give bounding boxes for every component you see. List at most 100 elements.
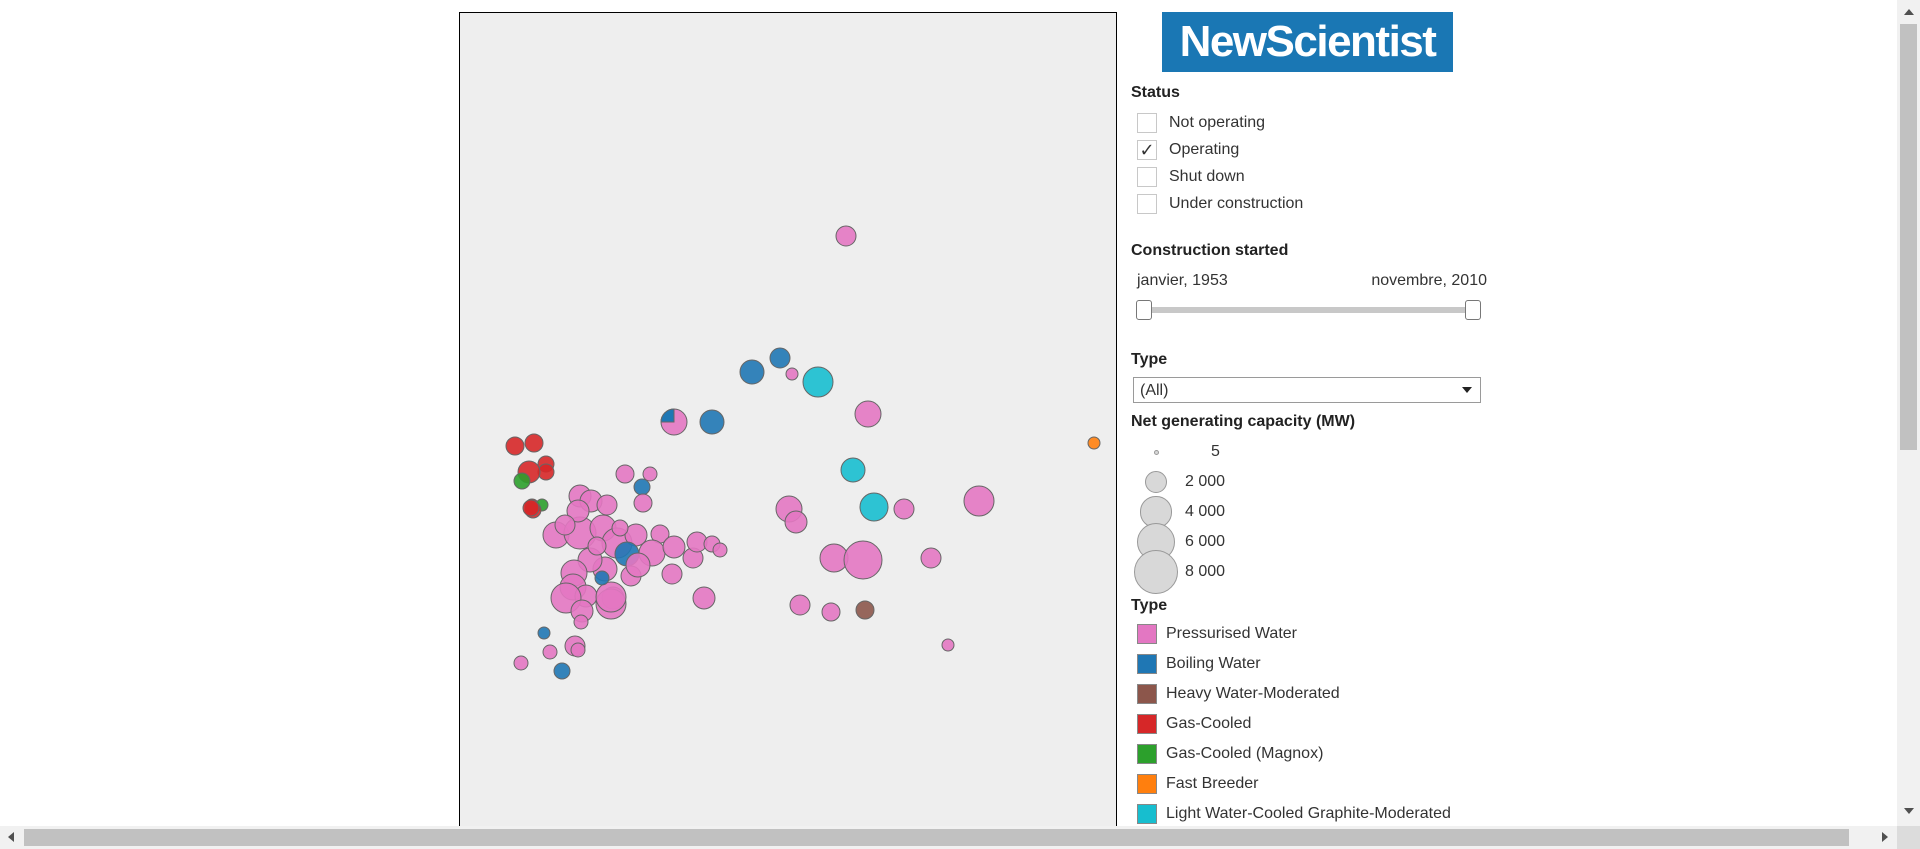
status-option[interactable]: Not operating xyxy=(1137,111,1265,135)
construction-slider-track[interactable] xyxy=(1143,307,1473,313)
capacity-title: Net generating capacity (MW) xyxy=(1131,413,1356,430)
reactor-bubble[interactable] xyxy=(662,535,686,559)
reactor-bubble[interactable] xyxy=(835,225,857,247)
horizontal-scrollbar[interactable] xyxy=(0,826,1897,849)
reactor-bubble[interactable] xyxy=(537,626,551,640)
reactor-bubble[interactable] xyxy=(712,542,728,558)
scroll-up-icon[interactable] xyxy=(1904,9,1914,15)
status-option-label: Shut down xyxy=(1169,168,1245,185)
chevron-down-icon xyxy=(1462,387,1472,393)
reactor-bubble[interactable] xyxy=(587,536,607,556)
scroll-left-icon[interactable] xyxy=(8,832,14,842)
reactor-bubble[interactable] xyxy=(893,498,915,520)
scroll-down-icon[interactable] xyxy=(1904,808,1914,814)
type-swatch xyxy=(1137,804,1157,824)
reactor-bubble[interactable] xyxy=(859,492,889,522)
reactor-bubble[interactable] xyxy=(573,614,589,630)
scrollbar-corner xyxy=(1897,826,1920,849)
capacity-size-label: 6 000 xyxy=(1185,533,1226,550)
status-checkbox[interactable] xyxy=(1137,194,1157,214)
reactor-bubble[interactable] xyxy=(642,466,658,482)
reactor-bubble[interactable] xyxy=(633,478,651,496)
reactor-bubble[interactable] xyxy=(633,493,653,513)
reactor-bubble[interactable] xyxy=(920,547,942,569)
type-filter-title: Type xyxy=(1131,351,1168,368)
reactor-bubble[interactable] xyxy=(843,540,883,580)
reactor-bubbles[interactable] xyxy=(460,13,1116,839)
type-legend-item[interactable]: Boiling Water xyxy=(1137,652,1261,676)
scroll-right-icon[interactable] xyxy=(1882,832,1888,842)
status-option-label: Not operating xyxy=(1169,114,1266,131)
status-option[interactable]: Under construction xyxy=(1137,192,1303,216)
reactor-bubble[interactable] xyxy=(595,581,627,613)
slider-start-handle[interactable] xyxy=(1136,300,1152,320)
reactor-bubble[interactable] xyxy=(1087,436,1101,450)
capacity-size-circle xyxy=(1134,550,1178,594)
type-select[interactable]: (All) xyxy=(1133,377,1481,403)
horizontal-scroll-thumb[interactable] xyxy=(24,829,1849,846)
reactor-map[interactable] xyxy=(459,12,1117,838)
status-option-label: Under construction xyxy=(1169,195,1304,212)
reactor-bubble[interactable] xyxy=(625,552,651,578)
status-title: Status xyxy=(1131,84,1180,101)
reactor-bubble[interactable] xyxy=(542,644,558,660)
type-legend-item[interactable]: Pressurised Water xyxy=(1137,622,1297,646)
reactor-bubble[interactable] xyxy=(615,464,635,484)
status-checkbox[interactable] xyxy=(1137,167,1157,187)
reactor-bubble[interactable] xyxy=(611,519,629,537)
capacity-size-circle xyxy=(1153,449,1159,455)
reactor-bubble[interactable] xyxy=(553,662,571,680)
type-legend-item[interactable]: Light Water-Cooled Graphite-Moderated xyxy=(1137,802,1451,826)
type-swatch xyxy=(1137,684,1157,704)
type-legend-item[interactable]: Gas-Cooled (Magnox) xyxy=(1137,742,1323,766)
type-legend-label: Boiling Water xyxy=(1166,655,1261,672)
type-swatch xyxy=(1137,714,1157,734)
check-icon: ✓ xyxy=(1139,140,1155,160)
status-checkbox[interactable]: ✓ xyxy=(1137,140,1157,160)
reactor-bubble[interactable] xyxy=(513,655,529,671)
status-option[interactable]: Shut down xyxy=(1137,165,1245,189)
reactor-bubble[interactable] xyxy=(854,400,882,428)
reactor-bubble[interactable] xyxy=(789,594,811,616)
construction-title: Construction started xyxy=(1131,242,1289,259)
capacity-size-label: 8 000 xyxy=(1185,563,1226,580)
reactor-bubble[interactable] xyxy=(524,433,544,453)
vertical-scroll-thumb[interactable] xyxy=(1900,24,1917,450)
reactor-bubble[interactable] xyxy=(554,514,576,536)
reactor-bubble[interactable] xyxy=(784,510,808,534)
reactor-bubble[interactable] xyxy=(840,457,866,483)
reactor-bubble[interactable] xyxy=(785,367,799,381)
vertical-scrollbar[interactable] xyxy=(1897,0,1920,826)
type-legend-item[interactable]: Gas-Cooled xyxy=(1137,712,1251,736)
type-legend-item[interactable]: Heavy Water-Moderated xyxy=(1137,682,1340,706)
reactor-bubble[interactable] xyxy=(522,499,540,517)
reactor-bubble[interactable] xyxy=(739,359,765,385)
newscientist-logo: NewScientist xyxy=(1162,12,1453,72)
reactor-bubble[interactable] xyxy=(769,347,791,369)
capacity-size-label: 2 000 xyxy=(1185,473,1226,490)
reactor-bubble[interactable] xyxy=(699,409,725,435)
reactor-bubble[interactable] xyxy=(692,586,716,610)
reactor-bubble[interactable] xyxy=(802,366,834,398)
type-legend-label: Light Water-Cooled Graphite-Moderated xyxy=(1166,805,1451,822)
reactor-bubble[interactable] xyxy=(505,436,525,456)
reactor-bubble[interactable] xyxy=(661,563,683,585)
type-swatch xyxy=(1137,774,1157,794)
type-legend-item[interactable]: Fast Breeder xyxy=(1137,772,1258,796)
type-legend-label: Pressurised Water xyxy=(1166,625,1297,642)
reactor-bubble[interactable] xyxy=(566,499,590,523)
slider-end-label: novembre, 2010 xyxy=(1371,272,1487,289)
status-option-label: Operating xyxy=(1169,141,1240,158)
reactor-bubble[interactable] xyxy=(941,638,955,652)
reactor-bubble[interactable] xyxy=(963,485,995,517)
filter-panel: NewScientist Status Not operating ✓ Operat… xyxy=(1131,0,1491,826)
status-option[interactable]: ✓ Operating xyxy=(1137,138,1239,162)
slider-end-handle[interactable] xyxy=(1465,300,1481,320)
reactor-bubble[interactable] xyxy=(596,494,618,516)
reactor-bubble[interactable] xyxy=(821,602,841,622)
reactor-bubble[interactable] xyxy=(855,600,875,620)
reactor-bubble[interactable] xyxy=(570,642,586,658)
reactor-bubble[interactable] xyxy=(594,570,610,586)
reactor-bubble[interactable] xyxy=(513,472,531,490)
status-checkbox[interactable] xyxy=(1137,113,1157,133)
